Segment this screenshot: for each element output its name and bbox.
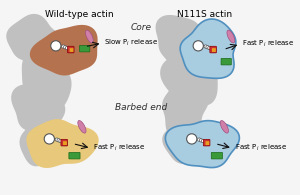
Circle shape <box>61 45 65 48</box>
Circle shape <box>44 134 54 144</box>
Polygon shape <box>20 119 71 166</box>
Polygon shape <box>30 25 98 75</box>
Text: Slow P$_i$ release: Slow P$_i$ release <box>104 38 158 48</box>
Polygon shape <box>26 119 99 168</box>
FancyBboxPatch shape <box>63 141 67 145</box>
FancyBboxPatch shape <box>221 58 231 65</box>
Circle shape <box>55 138 58 141</box>
Text: Barbed end: Barbed end <box>116 103 168 112</box>
Polygon shape <box>180 19 236 78</box>
FancyBboxPatch shape <box>210 46 216 53</box>
Polygon shape <box>22 44 71 111</box>
Circle shape <box>204 45 207 48</box>
Circle shape <box>65 46 69 50</box>
Ellipse shape <box>220 121 228 133</box>
FancyBboxPatch shape <box>69 152 80 159</box>
Ellipse shape <box>227 30 235 43</box>
Ellipse shape <box>85 30 93 43</box>
Circle shape <box>51 41 61 51</box>
Text: N111S actin: N111S actin <box>177 10 232 19</box>
Text: Fast P$_i$ release: Fast P$_i$ release <box>93 143 146 153</box>
Text: Fast P$_i$ release: Fast P$_i$ release <box>242 39 294 49</box>
Text: Fast P$_i$ release: Fast P$_i$ release <box>235 143 287 153</box>
Ellipse shape <box>78 121 86 133</box>
FancyBboxPatch shape <box>206 141 209 145</box>
Polygon shape <box>156 15 210 69</box>
FancyBboxPatch shape <box>80 45 90 52</box>
Polygon shape <box>160 47 218 105</box>
Polygon shape <box>11 84 65 135</box>
FancyBboxPatch shape <box>211 152 223 159</box>
Circle shape <box>200 139 203 142</box>
Circle shape <box>59 139 62 143</box>
Text: Wild-type actin: Wild-type actin <box>45 10 113 19</box>
FancyBboxPatch shape <box>70 48 74 52</box>
Circle shape <box>201 139 205 143</box>
Circle shape <box>206 46 209 49</box>
Polygon shape <box>6 14 63 66</box>
Circle shape <box>193 41 203 51</box>
Circle shape <box>197 138 201 141</box>
Circle shape <box>187 134 197 144</box>
FancyBboxPatch shape <box>61 139 68 146</box>
FancyBboxPatch shape <box>203 139 210 146</box>
FancyBboxPatch shape <box>212 48 216 52</box>
Circle shape <box>64 46 67 49</box>
FancyBboxPatch shape <box>68 46 74 53</box>
Circle shape <box>57 139 60 142</box>
Circle shape <box>208 46 211 50</box>
Polygon shape <box>165 121 239 168</box>
Polygon shape <box>162 120 216 164</box>
Polygon shape <box>162 81 209 140</box>
Text: Core: Core <box>131 23 152 32</box>
